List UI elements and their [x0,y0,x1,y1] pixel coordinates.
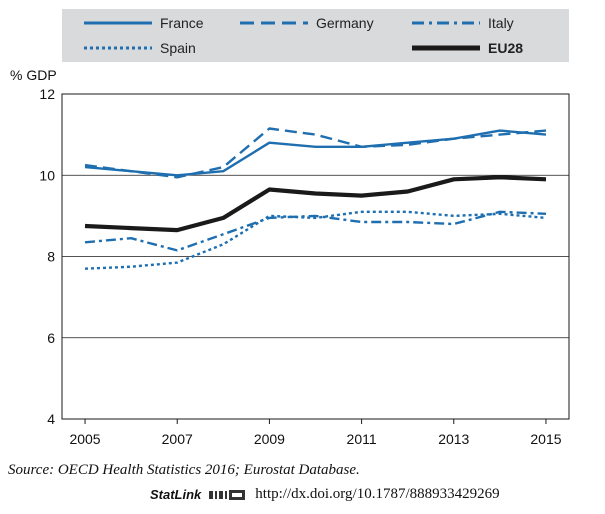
x-tick-label: 2011 [347,431,377,447]
y-tick-label: 4 [47,411,55,427]
y-tick-label: 8 [47,249,55,265]
x-tick-label: 2005 [69,431,100,447]
x-tick-label: 2015 [530,431,561,447]
dashdot-line-swatch-icon [412,21,480,25]
legend-label: France [160,15,204,31]
dashed-line-swatch-icon [240,21,308,25]
legend-item-italy: Italy [412,13,514,33]
y-tick-label: 10 [39,167,55,183]
legend-label: EU28 [488,40,524,56]
x-tick-label: 2013 [438,431,469,447]
series-line-germany [84,127,547,179]
legend-item-france: France [84,13,204,33]
statlink-url[interactable]: http://dx.doi.org/10.1787/888933429269 [255,486,500,502]
x-tick-label: 2009 [254,431,285,447]
legend-label: Germany [316,15,374,31]
statlink: StatLink http://dx.doi.org/10.1787/88893… [150,486,500,503]
gridlines [62,174,569,339]
dotted-line-swatch-icon [84,46,152,50]
legend: France Germany Italy Spain EU28 [62,9,569,62]
y-tick-label: 6 [47,330,55,346]
x-tick-labels: 2005 2007 2009 2011 2013 2015 [69,419,562,447]
statlink-brand: StatLink [150,487,202,502]
statlink-icon [209,489,246,500]
series-line-italy [84,210,547,252]
x-tick-label: 2007 [162,431,193,447]
legend-item-germany: Germany [240,13,374,33]
series-lines [84,127,547,270]
y-axis-label: % GDP [10,67,57,83]
source-prefix: Source: [8,462,55,478]
legend-label: Italy [488,15,514,31]
y-tick-labels: 4 6 8 10 12 [39,86,55,427]
series-line-eu28 [84,175,547,233]
series-line-france [84,129,547,177]
legend-label: Spain [160,40,196,56]
source-text: OECD Health Statistics 2016; Eurostat Da… [57,462,360,478]
line-chart: % GDP 4 6 8 10 12 2005 2007 2009 2011 2013 2015 [10,67,570,447]
y-tick-label: 12 [39,86,55,102]
legend-item-eu28: EU28 [412,38,523,58]
thick-line-swatch-icon [412,45,480,51]
source-note: Source: OECD Health Statistics 2016; Eur… [8,462,360,479]
solid-line-swatch-icon [84,21,152,25]
series-line-spain [84,210,547,270]
legend-item-spain: Spain [84,38,196,58]
